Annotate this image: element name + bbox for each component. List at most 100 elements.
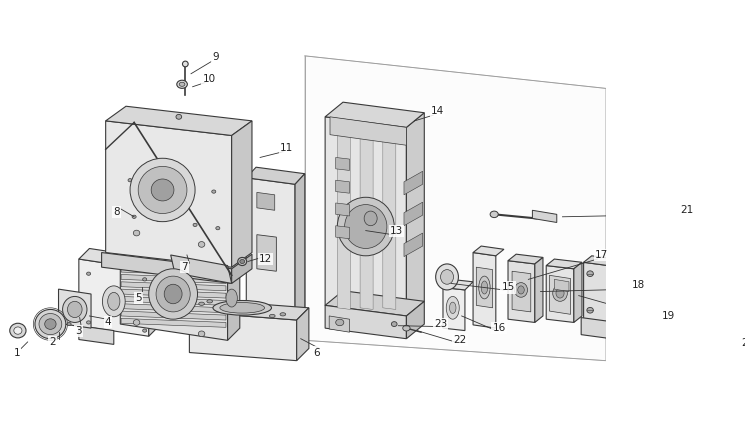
Polygon shape [574,262,582,322]
Ellipse shape [133,230,140,236]
Polygon shape [121,289,226,298]
Polygon shape [325,305,407,339]
Ellipse shape [108,292,120,310]
Polygon shape [121,282,226,291]
Polygon shape [189,299,309,320]
Polygon shape [295,174,305,332]
Polygon shape [305,56,606,361]
Polygon shape [336,157,349,170]
Ellipse shape [130,158,195,222]
Ellipse shape [440,269,454,284]
Polygon shape [473,246,504,256]
Polygon shape [336,226,349,239]
Ellipse shape [518,286,524,294]
Polygon shape [330,117,407,145]
Polygon shape [325,291,425,316]
Polygon shape [473,253,496,328]
Text: 2: 2 [49,337,56,347]
Ellipse shape [176,114,182,119]
Polygon shape [404,233,422,257]
Ellipse shape [39,313,62,335]
Ellipse shape [240,259,244,264]
Polygon shape [407,301,425,339]
Polygon shape [106,121,232,267]
Ellipse shape [280,313,285,316]
Polygon shape [247,178,295,332]
Polygon shape [149,259,159,336]
Ellipse shape [132,215,136,218]
Ellipse shape [164,284,182,304]
Polygon shape [583,256,616,266]
Polygon shape [257,192,275,210]
Ellipse shape [10,323,26,338]
Text: 6: 6 [314,348,320,357]
Ellipse shape [213,300,271,315]
Ellipse shape [63,297,87,322]
Polygon shape [121,311,226,320]
Ellipse shape [153,182,156,185]
Polygon shape [508,254,543,264]
Text: 10: 10 [203,74,215,84]
Polygon shape [325,102,425,127]
Ellipse shape [553,285,568,301]
Ellipse shape [481,281,488,294]
Polygon shape [101,253,232,283]
Ellipse shape [180,82,185,86]
Text: 8: 8 [113,207,119,217]
Polygon shape [404,171,422,195]
Ellipse shape [183,61,188,67]
Ellipse shape [149,269,197,319]
Polygon shape [476,267,492,308]
Polygon shape [583,262,608,322]
Polygon shape [247,326,295,349]
Ellipse shape [35,310,66,339]
Ellipse shape [587,271,593,277]
Ellipse shape [216,227,220,230]
Polygon shape [227,247,240,341]
Ellipse shape [193,223,197,227]
Polygon shape [232,254,252,283]
Polygon shape [247,167,305,184]
Ellipse shape [67,322,71,326]
Text: 11: 11 [280,143,294,153]
Polygon shape [550,275,571,314]
Polygon shape [383,125,396,310]
Ellipse shape [556,288,564,298]
Ellipse shape [156,218,160,222]
Ellipse shape [337,197,394,256]
Polygon shape [608,259,616,322]
Polygon shape [120,231,240,259]
Polygon shape [407,113,425,316]
Polygon shape [121,304,226,313]
Polygon shape [121,253,226,261]
Ellipse shape [133,320,140,325]
Polygon shape [581,318,611,339]
Text: 12: 12 [259,254,273,264]
Ellipse shape [220,302,264,313]
Ellipse shape [198,242,205,247]
Polygon shape [360,125,373,310]
Polygon shape [257,235,276,271]
Polygon shape [325,117,407,316]
Text: 19: 19 [662,311,675,321]
Ellipse shape [198,331,205,337]
Ellipse shape [142,278,147,281]
Text: 14: 14 [431,106,444,116]
Ellipse shape [587,308,593,313]
Ellipse shape [515,283,527,297]
Polygon shape [443,288,465,331]
Polygon shape [106,106,252,135]
Text: 21: 21 [680,205,694,215]
Polygon shape [512,271,530,312]
Ellipse shape [14,327,22,334]
Text: 18: 18 [632,280,644,290]
Polygon shape [329,316,349,332]
Ellipse shape [446,297,459,319]
Polygon shape [79,248,159,269]
Text: 22: 22 [454,335,466,345]
Ellipse shape [177,80,187,88]
Polygon shape [337,125,350,310]
Polygon shape [232,121,252,267]
Ellipse shape [207,299,212,303]
Ellipse shape [86,321,91,324]
